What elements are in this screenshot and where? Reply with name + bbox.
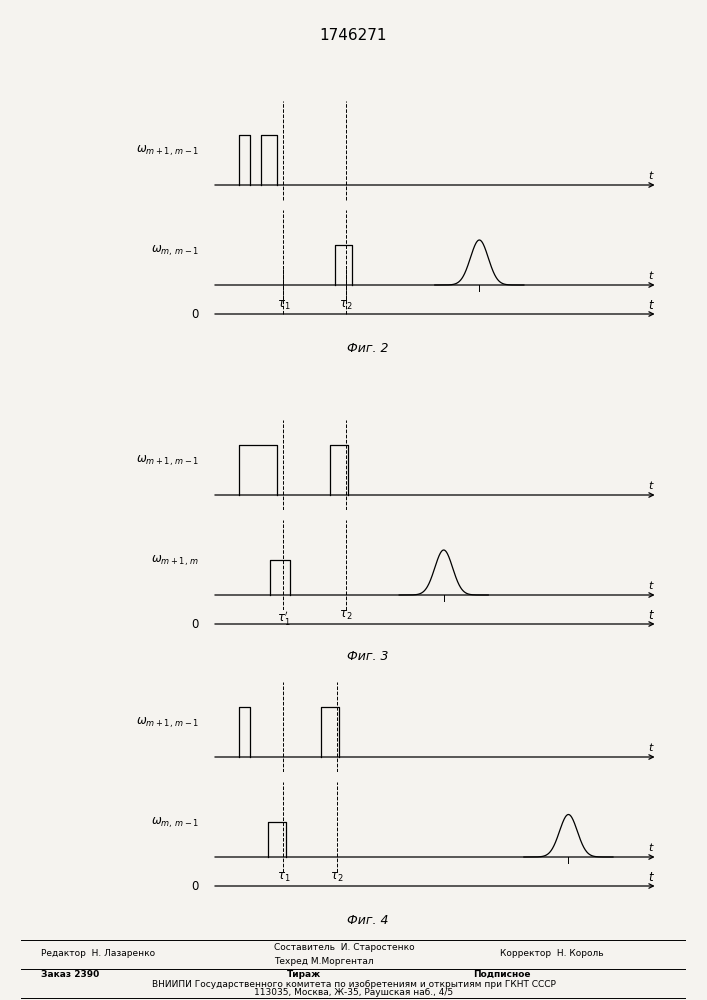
Text: 0: 0 bbox=[192, 617, 199, 631]
Text: $\tau_1$: $\tau_1$ bbox=[276, 299, 290, 312]
Text: $\omega_{m,\,m-1}$: $\omega_{m,\,m-1}$ bbox=[151, 815, 199, 830]
Text: Корректор  Н. Король: Корректор Н. Король bbox=[500, 949, 603, 958]
Text: 0: 0 bbox=[192, 880, 199, 892]
Text: Техред М.Моргентал: Техред М.Моргентал bbox=[274, 956, 373, 966]
Text: Фиг. 4: Фиг. 4 bbox=[347, 914, 389, 926]
Text: $\omega_{m,\,m-1}$: $\omega_{m,\,m-1}$ bbox=[151, 243, 199, 258]
Text: Фиг. 3: Фиг. 3 bbox=[347, 650, 389, 664]
Text: Подписное: Подписное bbox=[473, 970, 531, 979]
Text: $\tau_1'$: $\tau_1'$ bbox=[276, 609, 290, 627]
Text: Заказ 2390: Заказ 2390 bbox=[41, 970, 100, 979]
Text: $\omega_{m+1,\,m}$: $\omega_{m+1,\,m}$ bbox=[151, 553, 199, 568]
Text: t: t bbox=[649, 843, 653, 853]
Text: $\tau_2$: $\tau_2$ bbox=[330, 871, 344, 884]
Text: 1746271: 1746271 bbox=[320, 27, 387, 42]
Text: $\omega_{m+1,\,m-1}$: $\omega_{m+1,\,m-1}$ bbox=[136, 715, 199, 730]
Text: Тираж: Тираж bbox=[287, 970, 321, 979]
Text: Редактор  Н. Лазаренко: Редактор Н. Лазаренко bbox=[41, 949, 156, 958]
Text: t: t bbox=[649, 743, 653, 753]
Text: t: t bbox=[649, 481, 653, 491]
Text: $\omega_{m+1,\,m-1}$: $\omega_{m+1,\,m-1}$ bbox=[136, 453, 199, 468]
Text: t: t bbox=[648, 299, 653, 312]
Text: t: t bbox=[648, 871, 653, 884]
Text: t: t bbox=[649, 271, 653, 281]
Text: t: t bbox=[648, 609, 653, 622]
Text: t: t bbox=[649, 171, 653, 181]
Text: t: t bbox=[649, 581, 653, 591]
Text: Фиг. 2: Фиг. 2 bbox=[347, 342, 389, 356]
Text: 113035, Москва, Ж-35, Раушская наб., 4/5: 113035, Москва, Ж-35, Раушская наб., 4/5 bbox=[254, 988, 453, 997]
Text: ВНИИПИ Государственного комитета по изобретениям и открытиям при ГКНТ СССР: ВНИИПИ Государственного комитета по изоб… bbox=[151, 980, 556, 989]
Text: $\tau_2$: $\tau_2$ bbox=[339, 299, 353, 312]
Text: Составитель  И. Старостенко: Составитель И. Старостенко bbox=[274, 943, 414, 952]
Text: 0: 0 bbox=[192, 308, 199, 320]
Text: $\tau_1$: $\tau_1$ bbox=[276, 871, 290, 884]
Text: $\omega_{m+1,\,m-1}$: $\omega_{m+1,\,m-1}$ bbox=[136, 143, 199, 158]
Text: $\tau_2$: $\tau_2$ bbox=[339, 609, 353, 622]
